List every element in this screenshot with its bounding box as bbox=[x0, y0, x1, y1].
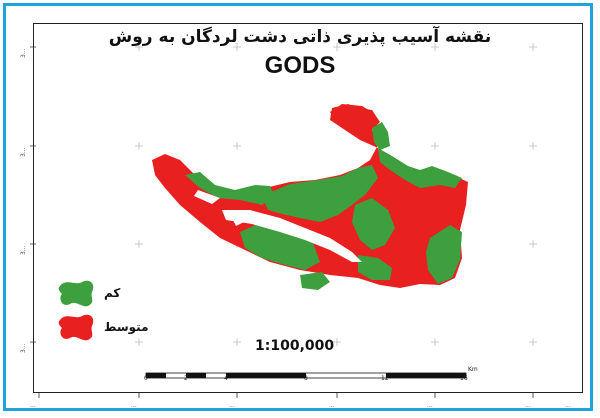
scale-tick: 2 bbox=[184, 375, 188, 382]
scale-tick: 8 bbox=[304, 375, 308, 382]
y-tick-label: 3... bbox=[20, 48, 27, 58]
x-tick-label: ... bbox=[131, 402, 137, 409]
zone-low-8 bbox=[426, 225, 462, 284]
y-tick-label: 3... bbox=[20, 343, 27, 353]
legend-label-medium: متوسط bbox=[104, 320, 149, 334]
scale-tick: 0 bbox=[144, 375, 148, 382]
x-tick-label: ... bbox=[229, 402, 235, 409]
river-channel-2 bbox=[222, 210, 362, 262]
frame-ticks bbox=[30, 46, 534, 398]
legend-swatch-low bbox=[58, 280, 94, 307]
x-tick-label: ... bbox=[427, 402, 433, 409]
zone-low-1 bbox=[185, 172, 275, 205]
zone-low-9 bbox=[300, 272, 330, 290]
map-method-title: GODS bbox=[264, 52, 336, 79]
zone-low-2 bbox=[262, 165, 378, 222]
river-channel-3 bbox=[232, 214, 244, 226]
legend-label-low: کم bbox=[104, 286, 121, 300]
zone-low-4 bbox=[372, 122, 390, 150]
zone-low-3 bbox=[378, 148, 462, 188]
scale-unit: Km bbox=[468, 366, 478, 373]
zone-medium-north bbox=[330, 104, 372, 124]
y-tick-label: 3... bbox=[20, 245, 27, 255]
zone-low-5 bbox=[352, 198, 395, 250]
map-title: نقشه آسیب پذیری ذاتی دشت لردگان به روش bbox=[108, 27, 492, 47]
x-tick-label: ... bbox=[30, 402, 36, 409]
x-tick-label: ... bbox=[565, 402, 571, 409]
scale-ratio: 1:100,000 bbox=[255, 338, 335, 354]
legend-swatch-medium bbox=[58, 314, 94, 341]
scale-bar bbox=[145, 372, 467, 379]
scale-tick: 16 bbox=[460, 375, 468, 382]
x-tick-label: ... bbox=[525, 402, 531, 409]
grid-crosses bbox=[135, 43, 537, 346]
river-channel-1 bbox=[194, 190, 220, 204]
y-tick-label: 3... bbox=[20, 147, 27, 157]
scale-tick: 4 bbox=[224, 375, 228, 382]
scale-tick: 12 bbox=[381, 375, 389, 382]
zone-low-7 bbox=[358, 255, 392, 280]
x-tick-label: ... bbox=[329, 402, 335, 409]
